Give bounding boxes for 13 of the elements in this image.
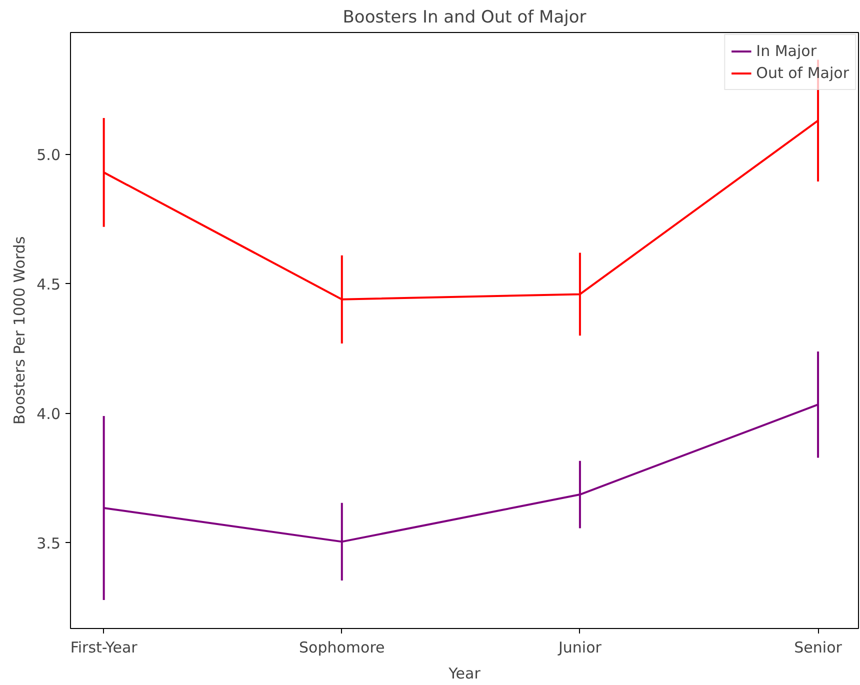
y-tick-label: 4.5 [36, 275, 61, 294]
x-tick-label: Senior [794, 638, 843, 656]
y-axis-title: Boosters Per 1000 Words [10, 236, 29, 425]
legend-label: Out of Major [756, 64, 849, 82]
chart-title: Boosters In and Out of Major [342, 8, 586, 28]
y-tick-label: 4.0 [36, 404, 61, 423]
y-tick-label: 3.5 [36, 534, 61, 552]
y-tick-label: 5.0 [36, 146, 61, 164]
legend-label: In Major [756, 42, 817, 60]
x-axis-title: Year [448, 664, 482, 682]
x-tick-label: First-Year [70, 638, 138, 656]
x-tick-label: Junior [557, 638, 602, 656]
x-tick-label: Sophomore [299, 638, 385, 656]
